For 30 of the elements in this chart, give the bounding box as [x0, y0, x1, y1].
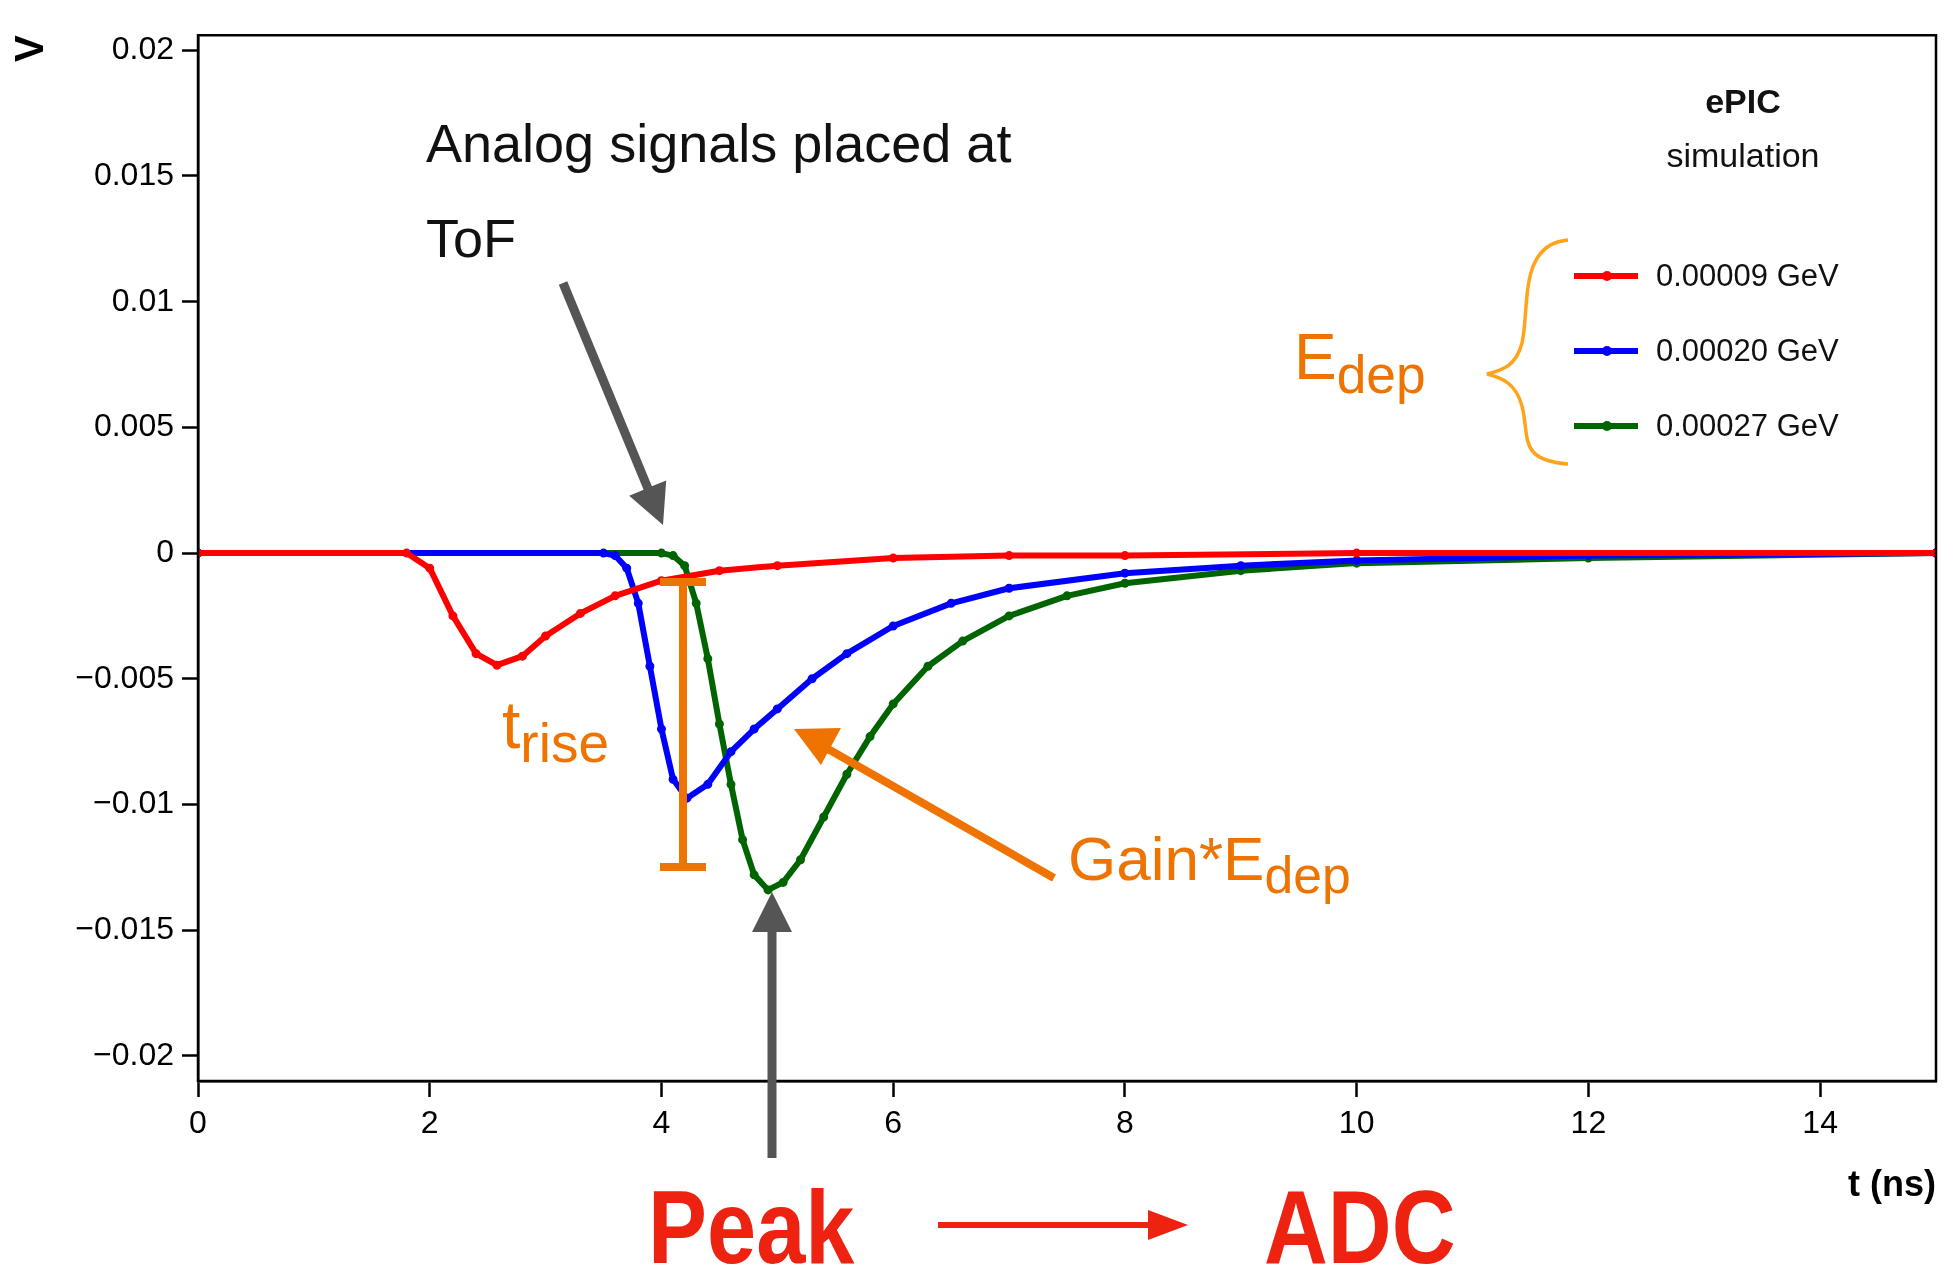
- x-tick-label: 8: [1116, 1104, 1134, 1141]
- y-tick-label: 0.015: [93, 155, 174, 192]
- annotation: ePIC: [1704, 82, 1782, 122]
- y-tick-label: 0.01: [111, 281, 174, 318]
- legend-title: E$_{dep}$: [1294, 320, 1426, 405]
- x-tick-label: 14: [1802, 1104, 1838, 1141]
- x-tick-label: 12: [1570, 1104, 1607, 1141]
- annotation: Gain*E$_{dep}$: [1068, 823, 1352, 906]
- y-tick-label: −0.02: [93, 1035, 174, 1072]
- text: ADC: [1264, 1168, 1457, 1271]
- legend-label: 0.00027 GeV: [1656, 407, 1839, 444]
- y-tick-label: −0.01: [93, 784, 174, 821]
- x-axis-title: t (ns): [1848, 1163, 1936, 1205]
- x-tick-label: 6: [884, 1104, 903, 1141]
- annotation: t$_{rise}$: [502, 688, 610, 776]
- legend-label: 0.00009 GeV: [1656, 257, 1839, 294]
- x-tick-label: 4: [652, 1104, 671, 1141]
- y-tick-label: −0.015: [75, 909, 174, 946]
- y-tick-label: 0.02: [111, 30, 174, 67]
- y-tick-label: −0.005: [75, 658, 174, 695]
- y-tick-label: 0: [156, 532, 174, 569]
- y-tick-label: 0.005: [93, 407, 174, 444]
- text: Peak: [648, 1168, 856, 1271]
- annotation: simulation: [1665, 136, 1821, 176]
- legend-label: 0.00020 GeV: [1656, 332, 1839, 369]
- y-axis-title: V: [7, 34, 52, 62]
- x-tick-label: 10: [1338, 1104, 1375, 1141]
- annotation: Analog signals placed at ToF: [426, 112, 1013, 270]
- x-tick-label: 0: [189, 1104, 207, 1141]
- x-tick-label: 2: [420, 1104, 439, 1141]
